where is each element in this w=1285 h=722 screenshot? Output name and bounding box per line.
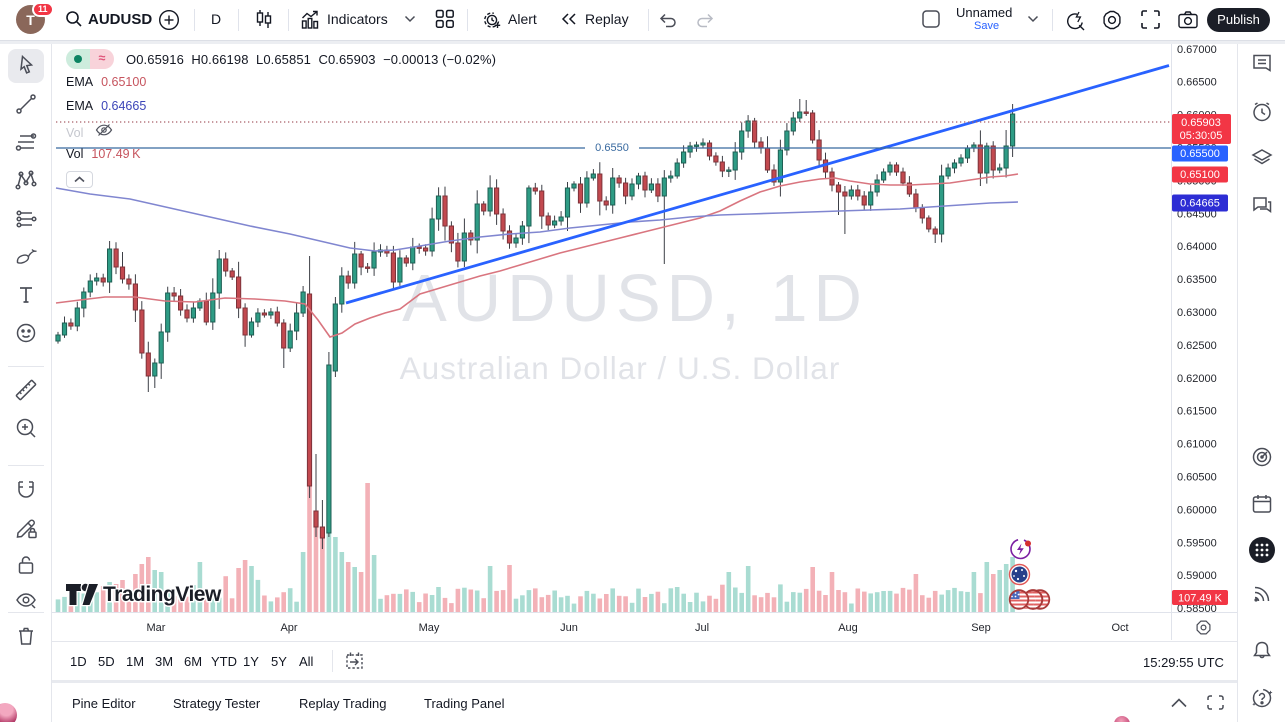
svg-text:Mar: Mar: [147, 622, 166, 634]
svg-text:0.62500: 0.62500: [1177, 340, 1217, 352]
svg-text:0.59500: 0.59500: [1177, 537, 1217, 549]
svg-text:0.65500: 0.65500: [1180, 148, 1220, 160]
svg-text:Australian Dollar / U.S. Dolla: Australian Dollar / U.S. Dollar: [400, 350, 841, 386]
svg-text:0.61500: 0.61500: [1177, 406, 1217, 418]
svg-text:0.58500: 0.58500: [1177, 603, 1217, 615]
svg-text:TradingView: TradingView: [103, 583, 222, 606]
svg-text:0.66500: 0.66500: [1177, 77, 1217, 89]
svg-text:Sep: Sep: [971, 622, 991, 634]
svg-text:Oct: Oct: [1111, 622, 1128, 634]
svg-text:0.61000: 0.61000: [1177, 439, 1217, 451]
svg-text:0.63500: 0.63500: [1177, 274, 1217, 286]
svg-text:Aug: Aug: [838, 622, 858, 634]
svg-text:May: May: [419, 622, 440, 634]
svg-text:0.63000: 0.63000: [1177, 307, 1217, 319]
svg-text:0.67000: 0.67000: [1177, 44, 1217, 56]
svg-text:Jul: Jul: [695, 622, 709, 634]
svg-text:0.65100: 0.65100: [1180, 169, 1220, 181]
svg-text:107.49 K: 107.49 K: [1178, 593, 1223, 605]
svg-text:0.60000: 0.60000: [1177, 504, 1217, 516]
svg-text:Apr: Apr: [280, 622, 297, 634]
svg-text:0.6550: 0.6550: [595, 142, 629, 154]
svg-text:0.64665: 0.64665: [1180, 198, 1220, 210]
svg-text:0.60500: 0.60500: [1177, 472, 1217, 484]
svg-text:05:30:05: 05:30:05: [1180, 130, 1223, 142]
svg-text:AUDUSD, 1D: AUDUSD, 1D: [402, 261, 868, 336]
svg-text:0.59000: 0.59000: [1177, 570, 1217, 582]
svg-text:Jun: Jun: [560, 622, 578, 634]
svg-text:0.64000: 0.64000: [1177, 241, 1217, 253]
svg-text:0.62000: 0.62000: [1177, 373, 1217, 385]
svg-text:0.65903: 0.65903: [1181, 117, 1221, 129]
